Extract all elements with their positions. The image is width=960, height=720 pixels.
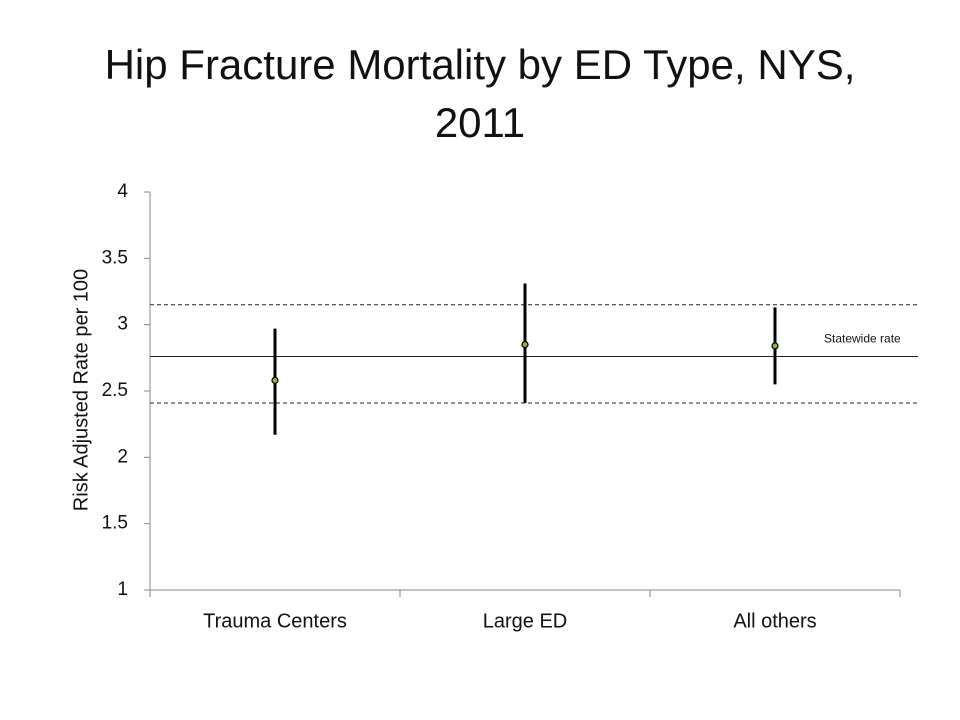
y-tick-label: 2.5 [102,380,128,401]
y-axis-label: Risk Adjusted Rate per 100 [70,269,92,511]
y-tick-label: 1.5 [102,513,128,534]
y-tick-label: 3.5 [102,247,128,268]
point [521,340,529,349]
x-tick-label: Trauma Centers [203,610,347,632]
y-tick-label: 4 [117,181,128,202]
x-tick-label: All others [733,610,816,632]
y-tick-label: 1 [117,579,128,600]
point [271,376,279,384]
point [771,342,779,350]
reference-label: Statewide rate [824,332,901,346]
y-tick-label: 2 [117,446,128,467]
chart-title: Hip Fracture Mortality by ED Type, NYS, … [104,41,856,146]
x-tick-label: Large ED [483,610,568,632]
y-tick-label: 3 [117,314,128,335]
